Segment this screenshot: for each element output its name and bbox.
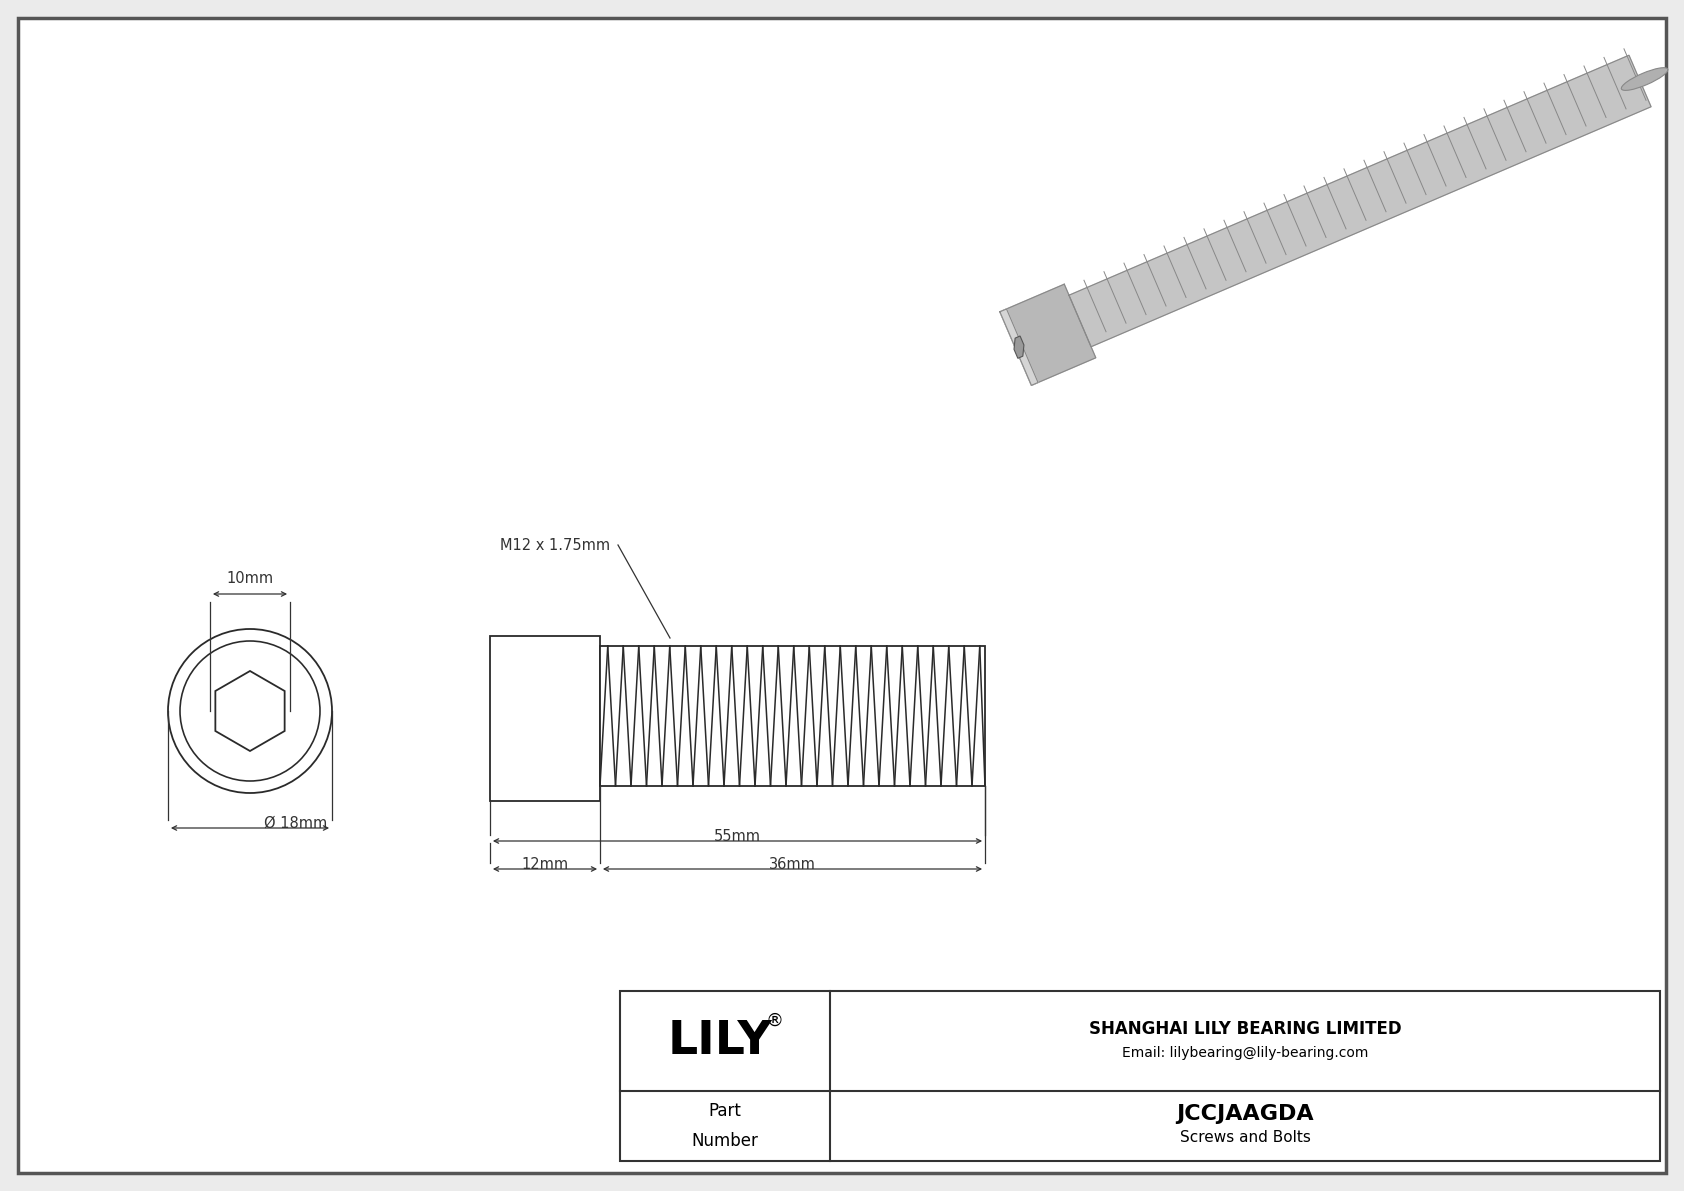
Text: 55mm: 55mm xyxy=(714,829,761,844)
Circle shape xyxy=(168,629,332,793)
Text: M12 x 1.75mm: M12 x 1.75mm xyxy=(500,538,610,553)
Bar xyxy=(600,646,985,786)
Circle shape xyxy=(180,641,320,781)
Text: 10mm: 10mm xyxy=(226,570,273,586)
Polygon shape xyxy=(1014,336,1024,358)
Polygon shape xyxy=(1000,285,1096,386)
Text: 36mm: 36mm xyxy=(770,858,817,872)
Polygon shape xyxy=(1069,55,1650,347)
Bar xyxy=(600,646,985,786)
Text: Email: lilybearing@lily-bearing.com: Email: lilybearing@lily-bearing.com xyxy=(1122,1046,1367,1060)
Text: Part
Number: Part Number xyxy=(692,1103,758,1149)
Text: 12mm: 12mm xyxy=(522,858,569,872)
Text: JCCJAAGDA: JCCJAAGDA xyxy=(1175,1104,1314,1124)
Bar xyxy=(490,636,600,802)
Text: SHANGHAI LILY BEARING LIMITED: SHANGHAI LILY BEARING LIMITED xyxy=(1088,1019,1401,1039)
Bar xyxy=(620,991,1660,1161)
Text: LILY: LILY xyxy=(667,1018,773,1064)
Text: Ø 18mm: Ø 18mm xyxy=(264,816,327,831)
Text: Screws and Bolts: Screws and Bolts xyxy=(1179,1130,1310,1146)
Polygon shape xyxy=(1000,308,1037,386)
Polygon shape xyxy=(216,671,285,752)
Ellipse shape xyxy=(1622,68,1667,91)
Text: ®: ® xyxy=(766,1012,785,1030)
